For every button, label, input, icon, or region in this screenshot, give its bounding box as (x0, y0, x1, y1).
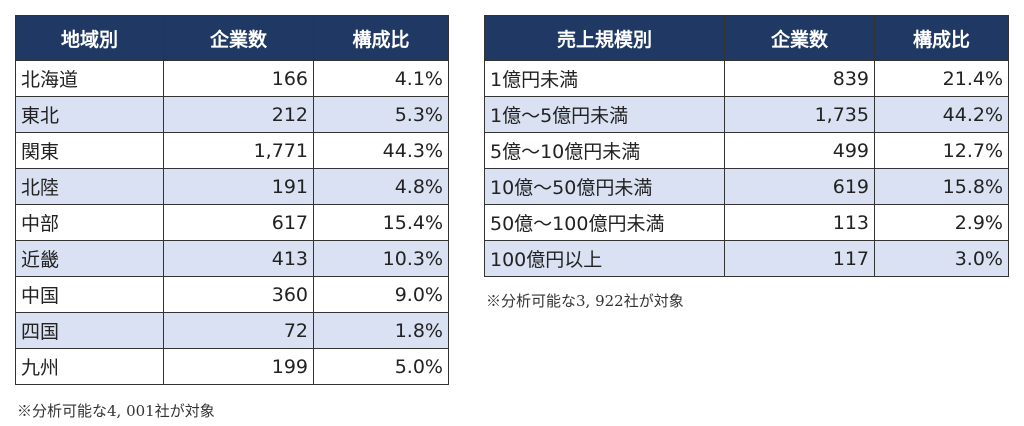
table-row: 九州 199 5.0% (15, 348, 449, 385)
region-cell: 近畿 (15, 240, 164, 277)
region-cell: 中国 (15, 276, 164, 313)
sales-range-cell: 5億～10億円未満 (484, 132, 725, 169)
ratio-cell: 15.8% (874, 168, 1009, 205)
ratio-cell: 4.8% (313, 168, 449, 205)
column-header: 地域別 (15, 15, 164, 61)
count-cell: 212 (163, 96, 314, 133)
column-header: 企業数 (724, 15, 875, 61)
ratio-cell: 5.3% (313, 96, 449, 133)
table-row: 北陸 191 4.8% (15, 168, 449, 205)
count-cell: 360 (163, 276, 314, 313)
header-row: 地域別 企業数 構成比 (15, 15, 449, 61)
count-cell: 113 (724, 204, 875, 241)
count-cell: 1,771 (163, 132, 314, 169)
table-row: 近畿 413 10.3% (15, 240, 449, 277)
ratio-cell: 5.0% (313, 348, 449, 385)
header-row: 売上規模別 企業数 構成比 (484, 15, 1009, 61)
table-row: 1億～5億円未満 1,735 44.2% (484, 96, 1009, 133)
count-cell: 199 (163, 348, 314, 385)
sales-range-cell: 50億～100億円未満 (484, 204, 725, 241)
ratio-cell: 9.0% (313, 276, 449, 313)
sales-range-cell: 1億円未満 (484, 60, 725, 97)
table-row: 中部 617 15.4% (15, 204, 449, 241)
ratio-cell: 2.9% (874, 204, 1009, 241)
region-cell: 北海道 (15, 60, 164, 97)
ratio-cell: 12.7% (874, 132, 1009, 169)
table-row: 50億～100億円未満 113 2.9% (484, 204, 1009, 241)
count-cell: 413 (163, 240, 314, 277)
table-row: 関東 1,771 44.3% (15, 132, 449, 169)
sales-range-cell: 10億～50億円未満 (484, 168, 725, 205)
table-row: 10億～50億円未満 619 15.8% (484, 168, 1009, 205)
sales-table: 売上規模別 企業数 構成比 1億円未満 839 21.4% 1億～5億円未満 1,73… (484, 15, 1009, 277)
region-cell: 四国 (15, 312, 164, 349)
column-header: 構成比 (313, 15, 449, 61)
region-cell: 九州 (15, 348, 164, 385)
ratio-cell: 10.3% (313, 240, 449, 277)
region-cell: 北陸 (15, 168, 164, 205)
column-header: 売上規模別 (484, 15, 725, 61)
table-row: 北海道 166 4.1% (15, 60, 449, 97)
region-cell: 中部 (15, 204, 164, 241)
sales-range-cell: 100億円以上 (484, 240, 725, 277)
count-cell: 191 (163, 168, 314, 205)
ratio-cell: 15.4% (313, 204, 449, 241)
ratio-cell: 1.8% (313, 312, 449, 349)
ratio-cell: 44.3% (313, 132, 449, 169)
table-row: 1億円未満 839 21.4% (484, 60, 1009, 97)
region-cell: 関東 (15, 132, 164, 169)
column-header: 企業数 (163, 15, 314, 61)
sales-table-note: ※分析可能な3, 922社が対象 (486, 292, 684, 310)
count-cell: 839 (724, 60, 875, 97)
count-cell: 619 (724, 168, 875, 205)
region-cell: 東北 (15, 96, 164, 133)
sales-range-cell: 1億～5億円未満 (484, 96, 725, 133)
count-cell: 617 (163, 204, 314, 241)
table-row: 四国 72 1.8% (15, 312, 449, 349)
count-cell: 499 (724, 132, 875, 169)
table-row: 100億円以上 117 3.0% (484, 240, 1009, 277)
region-table-note: ※分析可能な4, 001社が対象 (17, 402, 215, 420)
region-table: 地域別 企業数 構成比 北海道 166 4.1% 東北 212 5.3% 関東 1,771… (15, 15, 449, 385)
count-cell: 117 (724, 240, 875, 277)
count-cell: 1,735 (724, 96, 875, 133)
table-row: 中国 360 9.0% (15, 276, 449, 313)
count-cell: 166 (163, 60, 314, 97)
ratio-cell: 3.0% (874, 240, 1009, 277)
ratio-cell: 4.1% (313, 60, 449, 97)
count-cell: 72 (163, 312, 314, 349)
ratio-cell: 44.2% (874, 96, 1009, 133)
column-header: 構成比 (874, 15, 1009, 61)
ratio-cell: 21.4% (874, 60, 1009, 97)
table-row: 東北 212 5.3% (15, 96, 449, 133)
table-row: 5億～10億円未満 499 12.7% (484, 132, 1009, 169)
